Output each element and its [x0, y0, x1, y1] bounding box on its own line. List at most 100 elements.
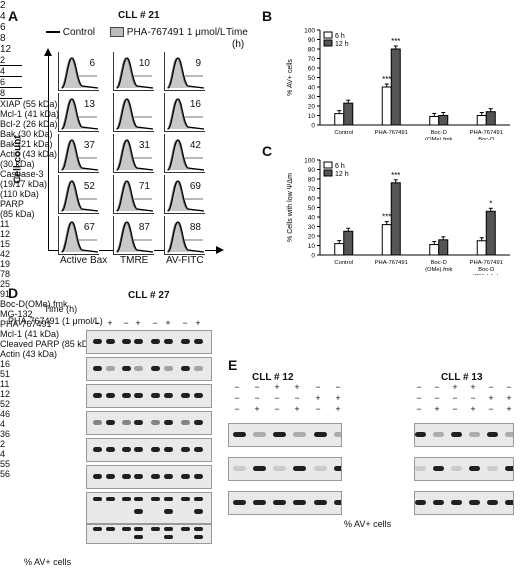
band: [134, 420, 143, 425]
band: [273, 432, 286, 437]
av-value: 16: [0, 359, 11, 369]
band: [93, 420, 102, 425]
band: [134, 393, 143, 398]
band: [334, 432, 341, 437]
band: [334, 500, 341, 505]
y-tick-label: 90: [308, 37, 316, 44]
time-value: 4: [0, 66, 6, 76]
y-tick-label: 0: [311, 123, 315, 130]
band: [415, 466, 426, 471]
panel-d-title: CLL # 27: [128, 290, 170, 301]
bar: [429, 244, 440, 256]
category-label: Boc-D: [478, 267, 494, 273]
blot-label: PARP: [0, 199, 24, 209]
lane-sign: +: [488, 393, 494, 403]
category-label: (OMe).fmk: [473, 274, 500, 275]
lane-sign: +: [452, 382, 458, 392]
band: [233, 500, 246, 505]
blot-label: Bak (30 kDa): [0, 129, 53, 139]
histogram-value: 42: [189, 140, 201, 151]
lane-sign: −: [434, 393, 440, 403]
time-header: Time: [226, 27, 248, 38]
bar: [438, 239, 449, 256]
band: [122, 339, 131, 344]
lane-sign: −: [416, 393, 422, 403]
histogram-value: 52: [83, 181, 95, 192]
lane-sign: −: [274, 404, 280, 414]
significance-mark: ***: [391, 37, 400, 46]
band: [334, 466, 341, 471]
av-value: 51: [0, 369, 11, 379]
histogram-value: 9: [195, 58, 201, 69]
blot-label: XIAP (55 kDa): [0, 99, 58, 109]
band: [194, 535, 203, 539]
legend-12h-swatch: [323, 169, 333, 177]
lane-sign: −: [274, 393, 280, 403]
av-value: 11: [0, 379, 10, 389]
band: [151, 474, 160, 479]
lane-sign: +: [506, 393, 512, 403]
av-value: 55: [0, 459, 11, 469]
band: [314, 500, 327, 505]
band: [194, 366, 203, 371]
band: [106, 474, 115, 479]
blot-strip: [86, 524, 212, 544]
histogram: 42: [164, 134, 205, 173]
treatment-label: PHA-767491: [0, 319, 52, 329]
bar: [390, 48, 401, 126]
band: [93, 393, 102, 398]
band: [273, 466, 286, 471]
x-arrow-head: [216, 246, 224, 254]
category-label: PHA-767491: [470, 260, 503, 266]
band: [433, 500, 444, 505]
histogram: 67: [58, 216, 99, 255]
av-value: 11: [0, 219, 10, 229]
time-value: 2: [0, 55, 6, 65]
band: [93, 339, 102, 344]
band: [194, 447, 203, 452]
lane-sign: +: [315, 393, 321, 403]
significance-mark: ***: [382, 213, 391, 222]
bar: [390, 182, 401, 256]
legend-drug: PHA-767491 1 μmol/L: [110, 27, 225, 38]
band: [181, 366, 190, 371]
histogram-value: 13: [83, 99, 95, 110]
bar: [334, 113, 345, 126]
y-tick-label: 10: [308, 243, 316, 250]
bar: [334, 243, 345, 256]
band: [181, 527, 190, 531]
histogram: [113, 93, 154, 132]
significance-mark: *: [489, 199, 492, 208]
category-label: Boc-D: [431, 260, 447, 266]
blot-label: (30 kDa): [0, 159, 35, 169]
av-value: 15: [0, 239, 11, 249]
band: [164, 497, 173, 501]
lane-sign: +: [434, 404, 440, 414]
lane-sign: −: [94, 318, 100, 328]
y-tick-label: 30: [308, 94, 316, 101]
blot-label: (110 kDa): [0, 189, 39, 199]
band: [134, 474, 143, 479]
band: [93, 366, 102, 371]
time-underline: [0, 65, 22, 66]
y-tick-label: 50: [308, 75, 316, 82]
time-value: 12: [0, 44, 12, 55]
time-underline: [0, 76, 22, 77]
y-axis-label: % AV+ cells: [287, 59, 294, 96]
av-value: 46: [0, 409, 11, 419]
blot-label: Actin (43 kDa): [0, 349, 58, 359]
band: [164, 366, 173, 371]
lane-sign: −: [452, 404, 458, 414]
band: [164, 420, 173, 425]
legend-12h-label: 12 h: [335, 171, 349, 178]
y-tick-label: 100: [304, 158, 315, 165]
panel-d-label: D: [8, 285, 19, 301]
av-value: 25: [0, 279, 11, 289]
lane-sign: +: [294, 404, 300, 414]
lane-sign: −: [506, 382, 512, 392]
band: [134, 527, 143, 531]
band: [106, 497, 115, 501]
category-label: (OMe).fmk: [425, 267, 452, 273]
band: [433, 466, 444, 471]
av-value: 12: [0, 229, 11, 239]
